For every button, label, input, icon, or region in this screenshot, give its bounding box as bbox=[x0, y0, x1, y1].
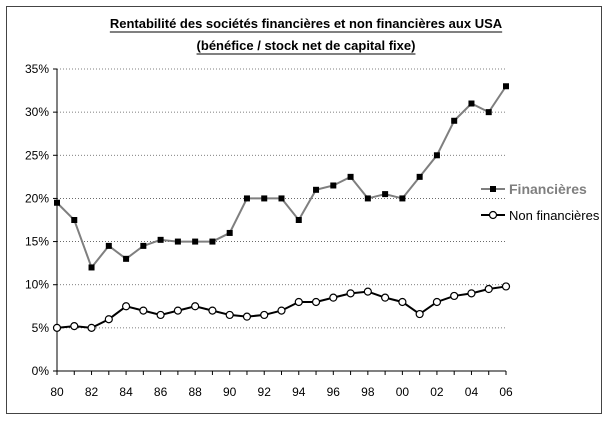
axes bbox=[53, 68, 507, 375]
data-point bbox=[87, 323, 96, 332]
y-tick-label: 5% bbox=[32, 321, 50, 335]
x-tick-label: 96 bbox=[327, 385, 341, 399]
x-tick-label: 92 bbox=[258, 385, 272, 399]
legend: Financières Non financières bbox=[481, 181, 600, 223]
data-point bbox=[243, 195, 250, 202]
data-point bbox=[432, 297, 442, 307]
data-point bbox=[329, 293, 338, 302]
data-point bbox=[382, 191, 389, 198]
data-point bbox=[501, 282, 511, 291]
series-non-financieres bbox=[52, 282, 511, 332]
data-point bbox=[398, 297, 407, 307]
data-point bbox=[157, 236, 164, 243]
y-tick-label: 0% bbox=[32, 364, 50, 378]
data-point bbox=[399, 195, 406, 202]
x-tick-label: 82 bbox=[85, 385, 99, 399]
data-point bbox=[467, 289, 476, 298]
data-point bbox=[485, 109, 492, 116]
data-point bbox=[468, 100, 475, 107]
x-tick-label: 80 bbox=[50, 385, 64, 399]
data-point bbox=[260, 310, 269, 320]
x-tick-label: 00 bbox=[396, 385, 410, 399]
data-point bbox=[346, 289, 355, 298]
x-tick-labels: 80 82 84 86 88 90 92 94 96 98 00 02 04 06 bbox=[50, 385, 513, 399]
data-point bbox=[416, 173, 423, 180]
legend-label: Financières bbox=[509, 181, 587, 197]
data-point bbox=[363, 287, 372, 296]
y-tick-label: 25% bbox=[25, 148, 49, 162]
data-point bbox=[261, 195, 268, 202]
data-point bbox=[52, 323, 62, 332]
data-point bbox=[192, 238, 199, 245]
data-point bbox=[226, 229, 233, 236]
data-point bbox=[450, 291, 459, 301]
data-point bbox=[484, 284, 493, 294]
data-point bbox=[277, 306, 286, 315]
data-point bbox=[140, 242, 147, 249]
data-point bbox=[174, 238, 181, 245]
data-point bbox=[191, 302, 200, 311]
chart-title: Rentabilité des sociétés financières et … bbox=[110, 16, 503, 31]
x-tick-label: 06 bbox=[499, 385, 513, 399]
data-point bbox=[294, 297, 303, 307]
y-tick-label: 20% bbox=[25, 191, 49, 205]
data-point bbox=[381, 293, 390, 302]
x-tick-label: 02 bbox=[430, 385, 444, 399]
y-tick-label: 10% bbox=[25, 278, 49, 292]
data-point bbox=[71, 217, 78, 223]
data-point bbox=[364, 195, 371, 202]
data-point bbox=[105, 242, 112, 249]
y-tick-label: 35% bbox=[25, 62, 49, 76]
data-point bbox=[173, 306, 182, 315]
data-point bbox=[242, 312, 252, 321]
data-point bbox=[433, 152, 440, 159]
y-tick-label: 30% bbox=[25, 105, 49, 119]
data-point bbox=[295, 217, 302, 223]
legend-label: Non financières bbox=[509, 208, 600, 223]
data-point bbox=[415, 309, 424, 319]
data-point bbox=[54, 199, 60, 206]
data-point bbox=[503, 83, 509, 90]
data-point bbox=[330, 182, 337, 189]
data-point bbox=[139, 306, 148, 315]
x-tick-label: 04 bbox=[465, 385, 479, 399]
x-tick-label: 84 bbox=[119, 385, 133, 399]
data-point bbox=[88, 264, 95, 271]
x-tick-label: 86 bbox=[154, 385, 168, 399]
data-point bbox=[313, 186, 320, 193]
y-tick-labels: 0% 5% 10% 15% 20% 25% 30% 35% bbox=[25, 62, 49, 378]
data-point bbox=[70, 322, 79, 331]
data-point bbox=[121, 302, 131, 311]
series-financieres bbox=[54, 83, 509, 271]
chart-subtitle: (bénéfice / stock net de capital fixe) bbox=[197, 38, 416, 53]
y-tick-label: 15% bbox=[25, 235, 49, 249]
data-point bbox=[123, 255, 130, 262]
series-layer bbox=[52, 83, 511, 332]
legend-marker bbox=[488, 210, 498, 220]
data-point bbox=[278, 195, 285, 202]
data-point bbox=[347, 173, 354, 180]
x-tick-label: 98 bbox=[361, 385, 375, 399]
data-point bbox=[311, 297, 321, 307]
data-point bbox=[209, 238, 216, 245]
data-point bbox=[208, 306, 217, 315]
x-tick-label: 88 bbox=[188, 385, 202, 399]
data-point bbox=[225, 310, 234, 320]
x-tick-label: 94 bbox=[292, 385, 306, 399]
data-point bbox=[104, 315, 113, 324]
data-point bbox=[451, 117, 458, 124]
series-line bbox=[56, 85, 507, 270]
legend-marker bbox=[490, 186, 496, 192]
data-point bbox=[156, 310, 165, 320]
x-tick-label: 90 bbox=[223, 385, 237, 399]
